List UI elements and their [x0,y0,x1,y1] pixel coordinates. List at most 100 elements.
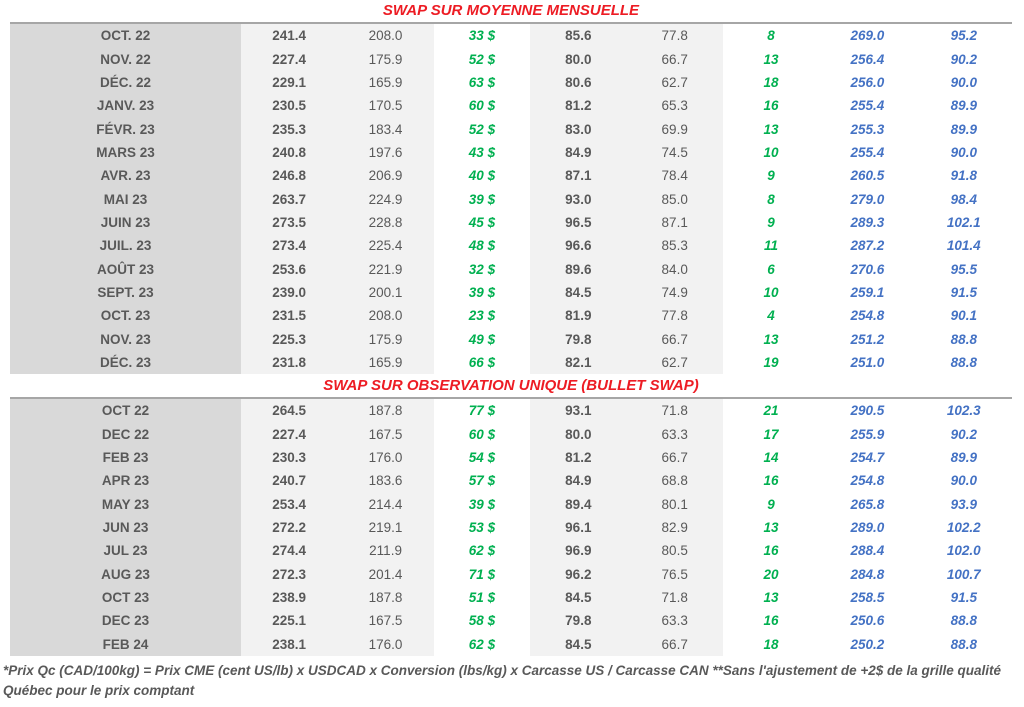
cell-value: 48 $ [468,238,496,254]
cell-value: 80.1 [626,492,723,516]
cell-value: 255.4 [850,98,885,114]
cell-value: 57 $ [468,473,496,489]
table-row: APR 23 240.7 183.6 57 $ 84.9 68.8 16 254.8 90.0 [10,469,1012,493]
cell-value: 176.0 [337,445,434,470]
cell-value: 95.2 [950,28,977,44]
cell-value: 239.0 [241,280,338,305]
cell-value: 167.5 [337,422,434,446]
cell-value: 16 [763,473,779,489]
cell-value: 95.5 [950,261,977,277]
cell-value: 39 $ [468,191,496,207]
cell-value: 39 $ [468,284,496,300]
table-row: OCT. 23 231.5 208.0 23 $ 81.9 77.8 4 254.8 90.1 [10,304,1012,328]
cell-value: 219.1 [337,515,434,540]
cell-value: 225.1 [241,609,338,633]
cell-value: 231.5 [241,304,338,328]
cell-value: 82.1 [530,350,627,375]
cell-value: 79.8 [530,609,627,633]
cell-month: FEB 24 [10,632,241,656]
cell-value: 230.3 [241,445,338,470]
cell-value: 63 $ [468,74,496,90]
cell-value: 17 [763,426,779,442]
cell-value: 89.4 [530,492,627,516]
table-row: JUIN 23 273.5 228.8 45 $ 96.5 87.1 9 289.3 102.1 [10,210,1012,235]
cell-value: 260.5 [850,168,885,184]
table-row: DÉC. 23 231.8 165.9 66 $ 82.1 62.7 19 251.0 88.8 [10,350,1012,375]
cell-month: FÉVR. 23 [10,117,241,141]
cell-value: 23 $ [468,308,496,324]
cell-value: 227.4 [241,47,338,71]
cell-value: 254.7 [850,450,885,466]
cell-value: 88.8 [950,613,977,629]
cell-value: 13 [763,121,779,137]
cell-value: 96.9 [530,539,627,563]
cell-value: 279.0 [850,191,885,207]
table-row: FEB 23 230.3 176.0 54 $ 81.2 66.7 14 254.7 89.9 [10,445,1012,470]
cell-month: JUIN 23 [10,210,241,235]
cell-value: 265.8 [850,496,885,512]
cell-value: 89.9 [950,121,977,137]
table-row: JANV. 23 230.5 170.5 60 $ 81.2 65.3 16 255.4 89.… [10,94,1012,118]
cell-value: 93.0 [530,187,627,211]
cell-value: 87.1 [626,210,723,235]
cell-value: 167.5 [337,609,434,633]
footnote-line-1: *Prix Qc (CAD/100kg) = Prix CME (cent US… [3,662,1002,678]
cell-value: 18 [763,74,779,90]
cell-value: 88.8 [950,636,977,652]
cell-value: 225.3 [241,327,338,351]
cell-value: 208.0 [337,304,434,328]
cell-value: 52 $ [468,51,496,67]
cell-value: 77.8 [626,24,723,48]
table-row: JUL 23 274.4 211.9 62 $ 96.9 80.5 16 288.4 102.0 [10,539,1012,563]
table-row: OCT. 22 241.4 208.0 33 $ 85.6 77.8 8 269.0 95.2 [10,24,1012,48]
table-row: FEB 24 238.1 176.0 62 $ 84.5 66.7 18 250.2 88.8 [10,632,1012,656]
table-row: OCT 23 238.9 187.8 51 $ 84.5 71.8 13 258.5 91.5 [10,585,1012,610]
cell-value: 81.2 [530,94,627,118]
cell-month: NOV. 23 [10,327,241,351]
cell-value: 85.0 [626,187,723,211]
cell-value: 83.0 [530,117,627,141]
table-row: AUG 23 272.3 201.4 71 $ 96.2 76.5 20 284.8 100.7 [10,562,1012,586]
cell-value: 82.9 [626,515,723,540]
cell-value: 4 [767,308,775,324]
cell-value: 197.6 [337,140,434,165]
cell-value: 74.5 [626,140,723,165]
cell-value: 16 [763,98,779,114]
cell-value: 9 [767,214,775,230]
cell-value: 90.0 [950,74,977,90]
cell-value: 90.2 [950,426,977,442]
cell-value: 84.9 [530,140,627,165]
cell-month: NOV. 22 [10,47,241,71]
cell-value: 13 [763,331,779,347]
cell-value: 71.8 [626,585,723,610]
cell-value: 274.4 [241,539,338,563]
cell-value: 43 $ [468,144,496,160]
cell-value: 90.2 [950,51,977,67]
cell-value: 89.9 [950,98,977,114]
cell-value: 87.1 [530,164,627,188]
cell-value: 175.9 [337,47,434,71]
cell-value: 211.9 [337,539,434,563]
cell-value: 93.1 [530,399,627,423]
cell-month: JUL 23 [10,539,241,563]
cell-value: 102.1 [946,214,981,230]
cell-value: 33 $ [468,28,496,44]
table-row: SEPT. 23 239.0 200.1 39 $ 84.5 74.9 10 259.1 91.… [10,280,1012,305]
cell-month: DEC 23 [10,609,241,633]
cell-value: 62.7 [626,350,723,375]
cell-value: 63.3 [626,609,723,633]
cell-month: AUG 23 [10,562,241,586]
cell-value: 69.9 [626,117,723,141]
cell-value: 254.8 [850,308,885,324]
cell-value: 96.1 [530,515,627,540]
cell-value: 8 [767,28,775,44]
cell-month: SEPT. 23 [10,280,241,305]
cell-value: 263.7 [241,187,338,211]
cell-value: 272.2 [241,515,338,540]
cell-value: 289.3 [850,214,885,230]
cell-value: 71 $ [468,566,496,582]
cell-value: 225.4 [337,234,434,258]
cell-value: 255.9 [850,426,885,442]
cell-value: 16 [763,613,779,629]
